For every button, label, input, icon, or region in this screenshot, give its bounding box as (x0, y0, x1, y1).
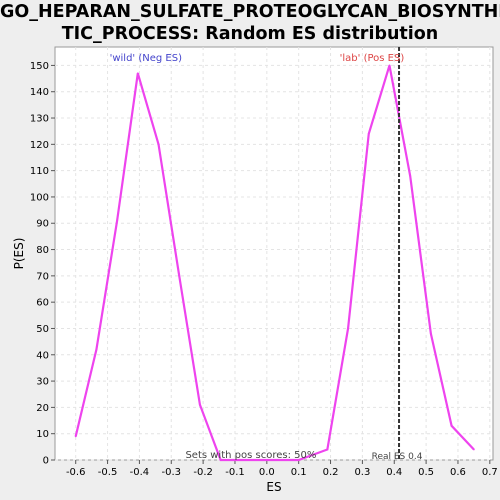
data-point (199, 403, 201, 406)
data-point (116, 219, 119, 222)
pos-es-label: 'lab' (Pos ES) (340, 53, 405, 64)
chart-title-line1: GO_HEPARAN_SULFATE_PROTEOGLYCAN_BIOSYNTH… (0, 2, 500, 22)
y-tick-label: 30 (36, 377, 49, 388)
neg-es-label: 'wild' (Neg ES) (110, 53, 182, 64)
y-tick-label: 10 (36, 429, 49, 440)
x-tick-label: 0.4 (386, 467, 402, 478)
chart-title-line2: TIC_PROCESS: Random ES distribution (61, 24, 439, 44)
y-tick-label: 40 (36, 350, 49, 361)
y-tick-label: 60 (36, 298, 49, 309)
data-point (219, 459, 222, 461)
y-tick-label: 50 (36, 324, 49, 335)
y-axis-label: P(ES) (12, 238, 26, 270)
x-tick-label: -0.4 (130, 467, 150, 478)
y-tick-label: 80 (36, 245, 49, 256)
data-point (429, 332, 432, 335)
data-point (265, 459, 268, 461)
data-point (297, 459, 300, 461)
data-point (74, 435, 77, 438)
grid (55, 47, 493, 461)
y-tick-label: 100 (30, 192, 49, 203)
x-tick-label: -0.1 (225, 467, 245, 478)
data-point (367, 132, 370, 135)
data-point (326, 448, 329, 451)
x-axis-label: ES (266, 480, 281, 494)
y-tick-label: 20 (36, 403, 49, 414)
data-point (178, 274, 181, 277)
data-point (450, 424, 453, 427)
plot-area (54, 46, 494, 461)
x-tick-label: -0.3 (162, 467, 182, 478)
y-tick-label: 120 (30, 140, 49, 151)
y-tick-label: 150 (30, 61, 49, 72)
y-tick-label: 0 (43, 456, 49, 467)
x-tick-label: 0.7 (482, 467, 498, 478)
data-point (240, 459, 243, 461)
x-axis-ticks: -0.6 -0.5 -0.4 -0.3 -0.2 -0.1 0.0 0.1 0.2 0.3 0.4 0… (66, 460, 498, 478)
y-tick-label: 130 (30, 114, 49, 125)
data-point (157, 143, 160, 146)
data-point (388, 64, 391, 67)
series-points (74, 64, 475, 461)
x-tick-label: 0.3 (354, 467, 370, 478)
data-point (136, 72, 139, 75)
y-tick-label: 90 (36, 219, 49, 230)
x-tick-label: 0.0 (259, 467, 275, 478)
data-point (472, 448, 475, 451)
x-tick-label: -0.2 (193, 467, 213, 478)
x-tick-label: -0.6 (66, 467, 86, 478)
y-axis-ticks: 0 10 20 30 40 50 60 70 80 90 100 110 120 130 140 150 (30, 61, 55, 467)
x-tick-label: -0.5 (98, 467, 118, 478)
chart-title: GO_HEPARAN_SULFATE_PROTEOGLYCAN_BIOSYNTH… (0, 1, 500, 45)
x-tick-label: 0.6 (450, 467, 466, 478)
y-tick-label: 70 (36, 271, 49, 282)
x-tick-label: 0.5 (418, 467, 434, 478)
pos-scores-label: Sets with pos scores: 50% (185, 450, 316, 461)
y-tick-label: 110 (30, 166, 49, 177)
data-point (409, 174, 412, 177)
x-tick-label: 0.1 (291, 467, 307, 478)
data-point (95, 348, 98, 351)
x-tick-label: 0.2 (323, 467, 339, 478)
real-es-label: Real ES 0.4 (372, 452, 423, 462)
y-tick-label: 140 (30, 87, 49, 98)
data-point (347, 327, 349, 330)
